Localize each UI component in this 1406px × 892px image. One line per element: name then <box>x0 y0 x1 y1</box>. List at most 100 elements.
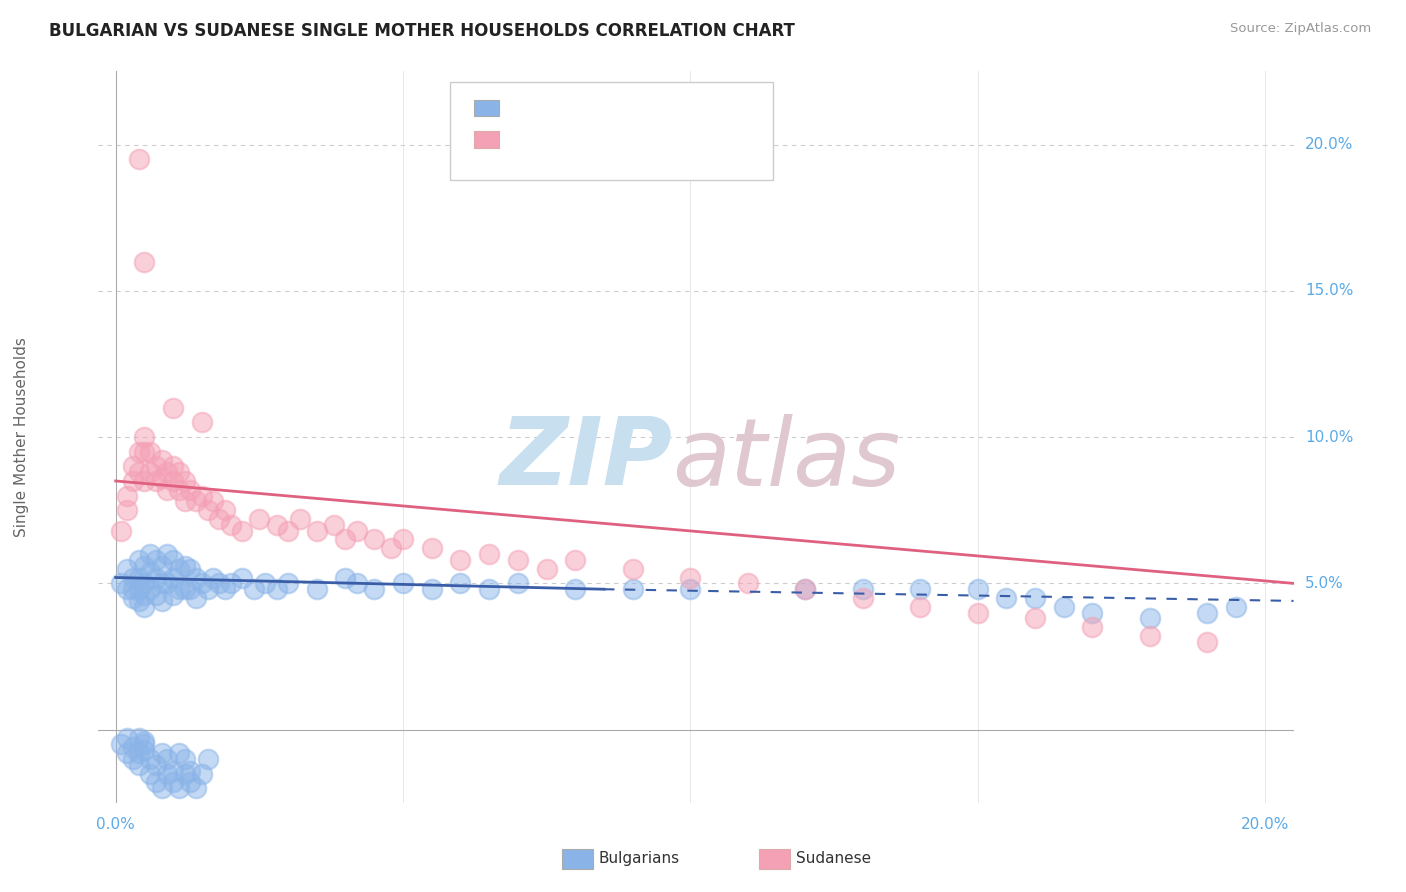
Text: Sudanese: Sudanese <box>796 851 870 865</box>
Point <box>506 553 529 567</box>
Point <box>197 503 219 517</box>
Point <box>363 533 385 547</box>
Point <box>128 465 150 479</box>
Text: -0.038: -0.038 <box>547 101 602 116</box>
Point <box>134 576 156 591</box>
Point <box>346 524 368 538</box>
Point <box>380 541 402 556</box>
Point <box>197 582 219 597</box>
Text: R =: R = <box>508 101 541 116</box>
Point <box>150 453 173 467</box>
Text: 5.0%: 5.0% <box>1305 576 1344 591</box>
Point <box>167 781 190 796</box>
Point <box>122 740 145 755</box>
Point <box>173 766 195 780</box>
Point <box>134 430 156 444</box>
Point <box>323 517 346 532</box>
Point <box>242 582 264 597</box>
Point <box>122 570 145 584</box>
Point <box>231 524 253 538</box>
Text: 20.0%: 20.0% <box>1240 817 1289 832</box>
Point <box>150 781 173 796</box>
Point <box>128 582 150 597</box>
Point <box>305 524 328 538</box>
Point <box>167 746 190 760</box>
Point <box>115 562 138 576</box>
Point <box>156 766 179 780</box>
Point <box>167 465 190 479</box>
Point <box>214 582 236 597</box>
Text: atlas: atlas <box>672 414 900 505</box>
Point <box>122 474 145 488</box>
Point <box>1081 606 1104 620</box>
Point <box>162 401 184 415</box>
Point <box>305 582 328 597</box>
Point <box>335 533 357 547</box>
Point <box>173 752 195 766</box>
Point <box>1197 635 1219 649</box>
Point <box>214 503 236 517</box>
Point <box>478 547 501 561</box>
Point <box>191 766 214 780</box>
Point <box>277 576 299 591</box>
Point <box>150 558 173 573</box>
Text: N =: N = <box>606 132 650 147</box>
Point <box>449 576 471 591</box>
Text: R =: R = <box>508 132 541 147</box>
Point <box>139 444 162 458</box>
Point <box>150 471 173 485</box>
Point <box>420 541 443 556</box>
Point <box>134 737 156 751</box>
Point <box>173 558 195 573</box>
Point <box>679 582 702 597</box>
Point <box>231 570 253 584</box>
Point <box>564 553 586 567</box>
Point <box>184 570 207 584</box>
Point <box>115 582 138 597</box>
Point <box>794 582 817 597</box>
Point <box>150 576 173 591</box>
Point <box>1024 591 1046 605</box>
Point <box>173 474 195 488</box>
Point <box>139 565 162 579</box>
Text: Single Mother Households: Single Mother Households <box>14 337 30 537</box>
Text: 10.0%: 10.0% <box>1305 430 1354 444</box>
Point <box>184 494 207 508</box>
Point <box>139 766 162 780</box>
Point <box>110 737 132 751</box>
Point <box>247 512 270 526</box>
Point <box>128 444 150 458</box>
Point <box>564 582 586 597</box>
Point <box>179 483 201 497</box>
Point <box>1024 611 1046 625</box>
Point <box>392 533 415 547</box>
Point <box>191 489 214 503</box>
Point <box>128 731 150 746</box>
Point <box>122 591 145 605</box>
Text: N =: N = <box>606 101 650 116</box>
Point <box>219 576 242 591</box>
Point <box>179 582 201 597</box>
Point <box>173 582 195 597</box>
Point <box>191 576 214 591</box>
Point <box>162 474 184 488</box>
Point <box>449 553 471 567</box>
Point <box>737 576 759 591</box>
Point <box>162 588 184 602</box>
Point <box>128 152 150 166</box>
Point <box>266 517 288 532</box>
Point <box>1197 606 1219 620</box>
Point <box>145 757 167 772</box>
Point <box>478 582 501 597</box>
Point <box>122 459 145 474</box>
Point <box>115 503 138 517</box>
Point <box>150 594 173 608</box>
Point <box>156 465 179 479</box>
Point <box>128 570 150 584</box>
Point <box>1081 620 1104 634</box>
Point <box>219 517 242 532</box>
Point <box>134 599 156 614</box>
Point <box>115 746 138 760</box>
Point <box>908 599 931 614</box>
Point <box>162 553 184 567</box>
